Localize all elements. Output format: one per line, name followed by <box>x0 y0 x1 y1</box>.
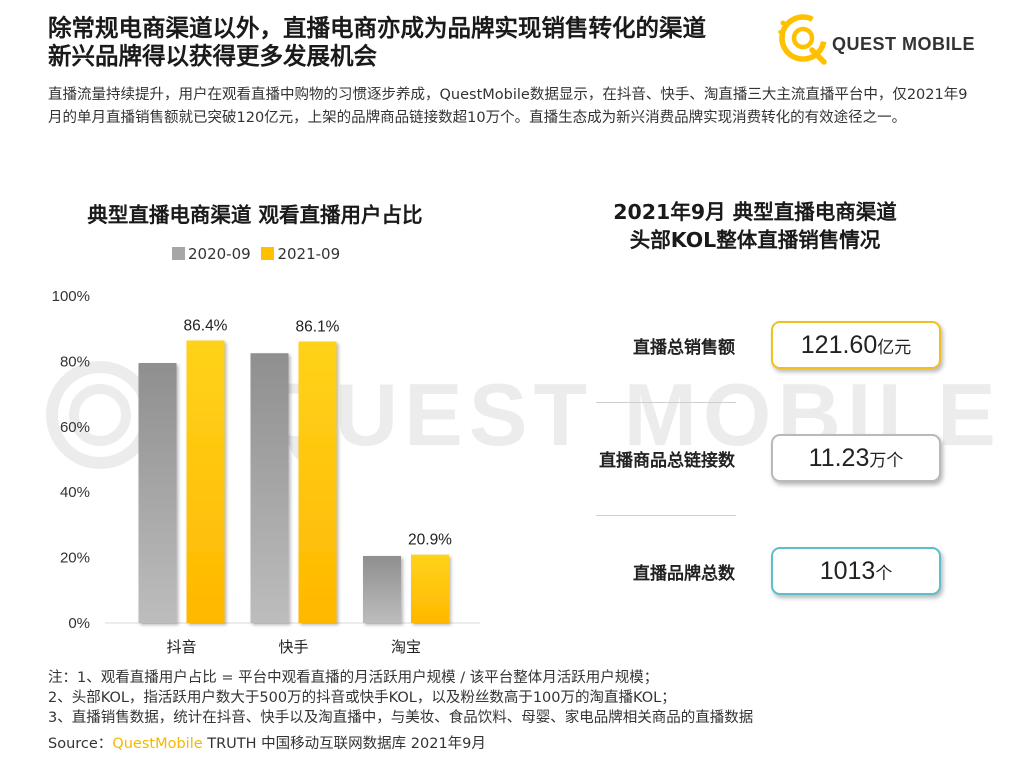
questmobile-logo-icon <box>778 14 827 65</box>
x-category-label: 快手 <box>278 638 308 656</box>
footnote-1: 注：1、观看直播用户占比 = 平台中观看直播的月活跃用户规模 / 该平台整体月活… <box>48 670 659 686</box>
logo-text: QUEST MOBILE <box>832 34 976 54</box>
bar-data-label: 86.4% <box>184 317 228 334</box>
metric-box-links: 11.23万个 <box>771 434 941 482</box>
bar-2021-09-淘宝 <box>411 554 449 623</box>
headline-line-1: 除常规电商渠道以外，直播电商亦成为品牌实现销售转化的渠道 <box>48 14 706 42</box>
footnote-2: 2、头部KOL，指活跃用户数大于500万的抖音或快手KOL，以及粉丝数高于100… <box>48 690 676 706</box>
right-panel-title: 2021年9月 典型直播电商渠道 头部KOL整体直播销售情况 <box>560 198 950 254</box>
x-category-label: 抖音 <box>166 638 196 656</box>
bar-2021-09-抖音 <box>186 340 225 623</box>
legend-label-2020: 2020-09 <box>188 245 251 263</box>
right-panel-title-line-1: 2021年9月 典型直播电商渠道 <box>613 200 897 224</box>
metric-divider-1 <box>596 402 736 403</box>
bar-2020-09-快手 <box>250 353 289 623</box>
chart-legend: 2020-09 2021-09 <box>172 245 346 263</box>
footnote-3: 3、直播销售数据，统计在抖音、快手以及淘直播中，与美妆、食品饮料、母婴、家电品牌… <box>48 710 754 726</box>
legend-swatch-2021 <box>261 247 275 260</box>
footnotes: 注：1、观看直播用户占比 = 平台中观看直播的月活跃用户规模 / 该平台整体月活… <box>48 668 978 728</box>
metric-box-sales: 121.60亿元 <box>771 321 941 369</box>
bar-2020-09-抖音 <box>138 363 177 623</box>
metric-unit-links: 万个 <box>869 451 904 471</box>
headline-line-2: 新兴品牌得以获得更多发展机会 <box>48 42 377 70</box>
intro-paragraph: 直播流量持续提升，用户在观看直播中购物的习惯逐步养成，QuestMobile数据… <box>48 87 968 126</box>
metric-label-sales: 直播总销售额 <box>633 338 735 358</box>
metric-label-brands: 直播品牌总数 <box>633 564 735 584</box>
legend-item-2020: 2020-09 <box>172 245 251 263</box>
y-tick-label: 20% <box>60 550 90 567</box>
x-category-label: 淘宝 <box>391 638 421 656</box>
metric-box-brands: 1013个 <box>771 547 941 595</box>
brand-logo: QUEST MOBILE <box>776 12 986 72</box>
legend-swatch-2020 <box>172 247 185 260</box>
source-brand: QuestMobile <box>112 736 203 752</box>
y-tick-label: 60% <box>60 419 90 436</box>
metric-value-brands: 1013 <box>819 557 876 585</box>
y-tick-label: 40% <box>60 484 90 501</box>
page-headline: 除常规电商渠道以外，直播电商亦成为品牌实现销售转化的渠道 新兴品牌得以获得更多发… <box>48 14 778 70</box>
metric-label-links: 直播商品总链接数 <box>599 451 735 471</box>
right-panel-title-line-2: 头部KOL整体直播销售情况 <box>629 228 881 252</box>
source-line: Source：QuestMobile TRUTH 中国移动互联网数据库 2021… <box>48 732 486 753</box>
source-rest: TRUTH 中国移动互联网数据库 2021年9月 <box>202 736 486 752</box>
metric-value-links: 11.23 <box>808 444 870 472</box>
bar-2020-09-淘宝 <box>363 555 401 623</box>
y-tick-label: 80% <box>60 353 90 370</box>
legend-label-2021: 2021-09 <box>277 245 341 263</box>
metric-unit-brands: 个 <box>875 564 893 584</box>
chart-title: 典型直播电商渠道 观看直播用户占比 <box>87 203 423 227</box>
metric-value-sales: 121.60 <box>800 331 878 359</box>
bar-chart: 0% 20% 40% 60% 80% 100% 86.4% 抖音 86.1% 快手 20.9% 淘宝 <box>52 288 480 656</box>
metric-unit-sales: 亿元 <box>877 338 912 358</box>
bar-data-label: 86.1% <box>296 318 340 335</box>
source-prefix: Source： <box>48 736 113 752</box>
bar-2021-09-快手 <box>298 341 337 623</box>
y-tick-label: 100% <box>52 288 90 305</box>
legend-item-2021: 2021-09 <box>261 245 340 263</box>
y-tick-label: 0% <box>68 615 90 632</box>
metric-divider-2 <box>596 515 736 516</box>
bar-data-label: 20.9% <box>408 532 452 549</box>
